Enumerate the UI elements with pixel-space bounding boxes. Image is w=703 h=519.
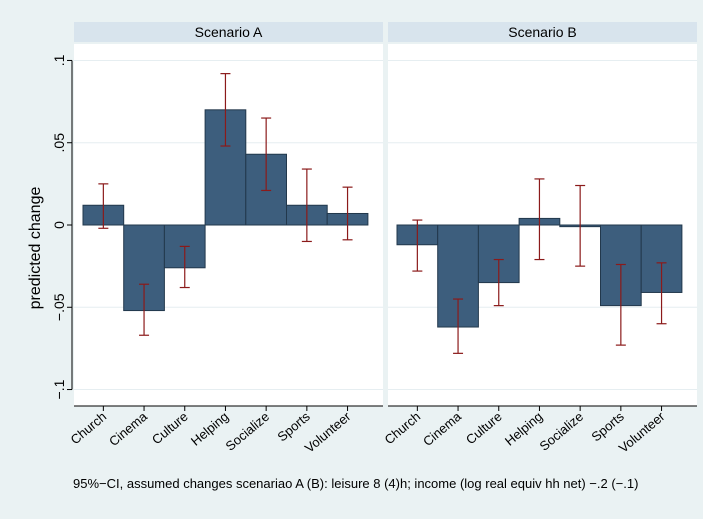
y-tick-label: −.1 xyxy=(51,379,67,399)
panel-scenario-a: Scenario A ChurchCinemaCultureHelpingSoc… xyxy=(68,22,383,456)
panel-b-title: Scenario B xyxy=(508,24,576,40)
y-axis: .1 .05 0 −.05 −.1 xyxy=(51,54,73,399)
panel-a-error-bars xyxy=(98,73,353,336)
y-tick-label: .05 xyxy=(51,133,67,153)
y-tick-label: .1 xyxy=(51,54,67,66)
y-axis-label: predicted change xyxy=(27,187,44,310)
y-tick-label: 0 xyxy=(51,221,67,229)
panel-b-header xyxy=(388,22,697,42)
panel-a-header xyxy=(74,22,383,42)
panel-b-error-bars xyxy=(412,178,667,354)
chart-note: 95%−CI, assumed changes scenariao A (B):… xyxy=(73,476,638,491)
y-tick-label: −.05 xyxy=(51,293,67,321)
panel-scenario-b: Scenario B ChurchCinemaCultureHelpingSoc… xyxy=(382,22,697,456)
panel-a-title: Scenario A xyxy=(195,24,263,40)
